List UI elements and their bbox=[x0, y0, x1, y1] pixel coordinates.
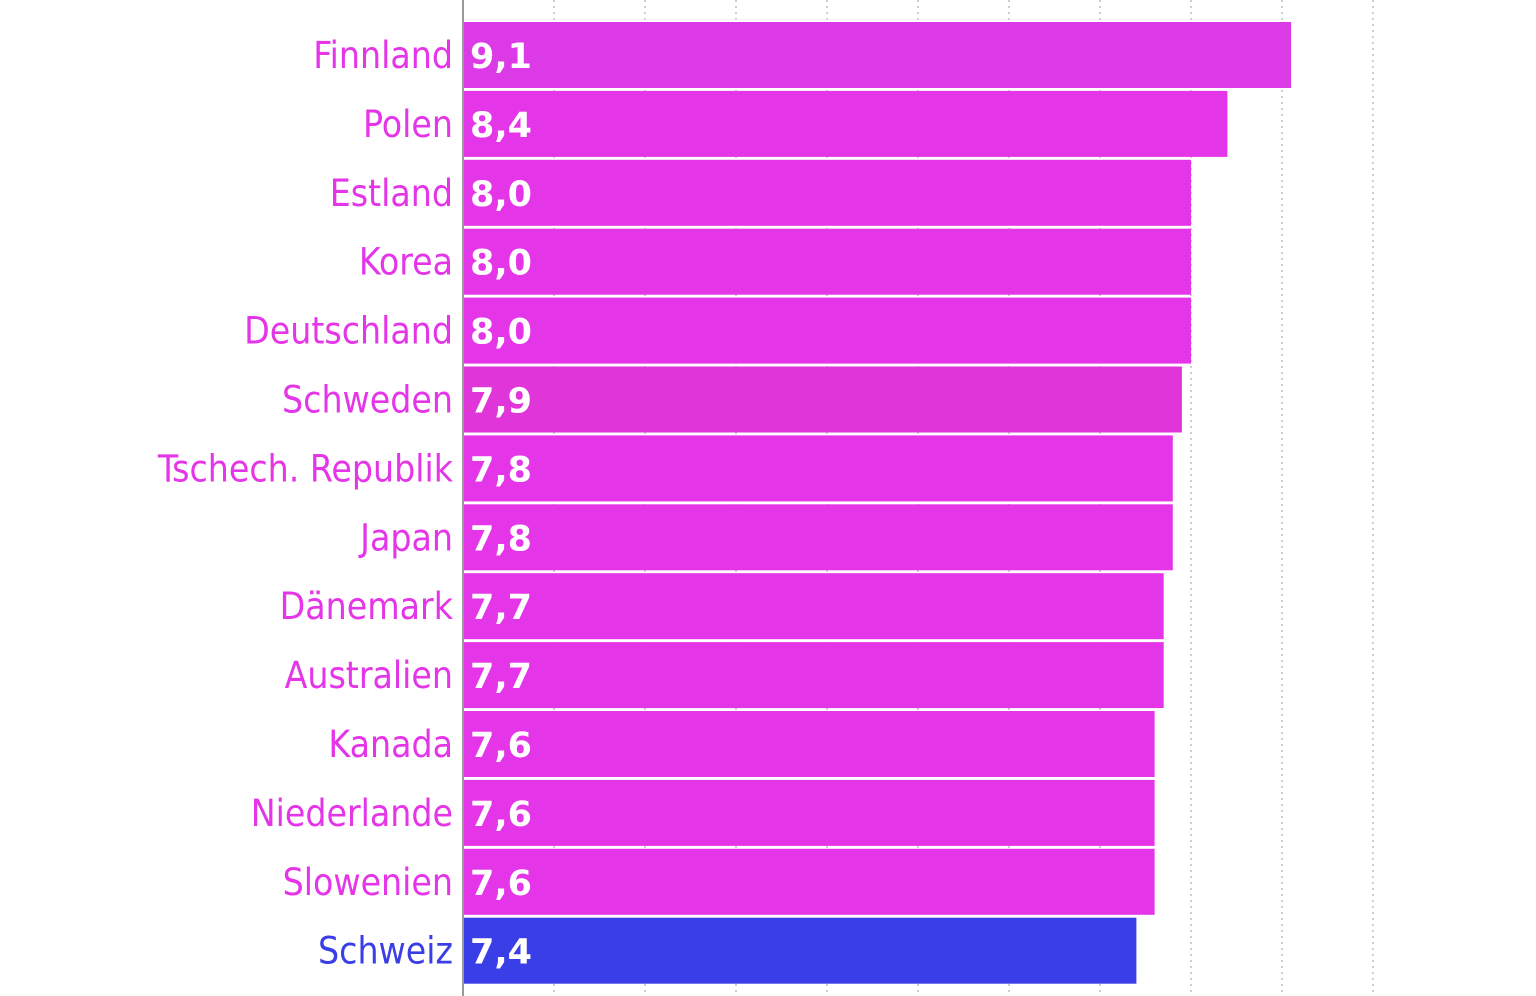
bar bbox=[463, 366, 1182, 433]
value-label: 9,1 bbox=[470, 37, 532, 77]
category-label: Japan bbox=[358, 516, 453, 559]
value-label: 7,9 bbox=[470, 382, 532, 422]
category-label: Polen bbox=[363, 103, 453, 146]
category-label: Schweden bbox=[282, 379, 453, 422]
value-label: 7,7 bbox=[470, 588, 532, 628]
bar bbox=[463, 228, 1191, 295]
bar bbox=[463, 159, 1191, 226]
value-label: 7,6 bbox=[470, 795, 532, 835]
category-label: Schweiz bbox=[318, 930, 453, 973]
value-label: 8,0 bbox=[470, 175, 532, 215]
bar bbox=[463, 848, 1155, 915]
value-label: 7,7 bbox=[470, 657, 532, 697]
value-label: 7,8 bbox=[470, 450, 532, 490]
value-label: 8,0 bbox=[470, 244, 532, 284]
category-label: Deutschland bbox=[244, 310, 453, 353]
value-label: 7,6 bbox=[470, 726, 532, 766]
bar bbox=[463, 297, 1191, 364]
bar bbox=[463, 779, 1155, 846]
value-labels: 9,1 8,4 8,0 8,0 8,0 7,9 7,8 7,8 7,7 7,7 7,6 7,6 7,6 7… bbox=[470, 37, 532, 973]
value-label: 8,0 bbox=[470, 313, 532, 353]
bar bbox=[463, 573, 1164, 640]
value-label: 7,4 bbox=[470, 933, 532, 973]
category-label: Niederlande bbox=[251, 792, 453, 835]
category-label: Finnland bbox=[313, 34, 453, 77]
bar bbox=[463, 642, 1164, 709]
category-label: Dänemark bbox=[280, 585, 454, 628]
bar bbox=[463, 22, 1292, 88]
value-label: 7,8 bbox=[470, 519, 532, 559]
bar bbox=[463, 504, 1173, 571]
bar bbox=[463, 711, 1155, 777]
category-label: Tschech. Republik bbox=[157, 447, 454, 490]
category-label: Korea bbox=[359, 241, 453, 284]
category-label: Australien bbox=[285, 654, 453, 697]
bar bbox=[463, 90, 1228, 157]
value-label: 8,4 bbox=[470, 106, 532, 146]
category-label: Kanada bbox=[328, 723, 453, 766]
bars bbox=[463, 22, 1292, 984]
category-label: Slowenien bbox=[283, 861, 453, 904]
bar bbox=[463, 435, 1173, 502]
bar bbox=[463, 917, 1137, 984]
category-labels: Finnland Polen Estland Korea Deutschland Schw… bbox=[157, 34, 454, 973]
value-label: 7,6 bbox=[470, 864, 532, 904]
category-label: Estland bbox=[330, 172, 453, 215]
